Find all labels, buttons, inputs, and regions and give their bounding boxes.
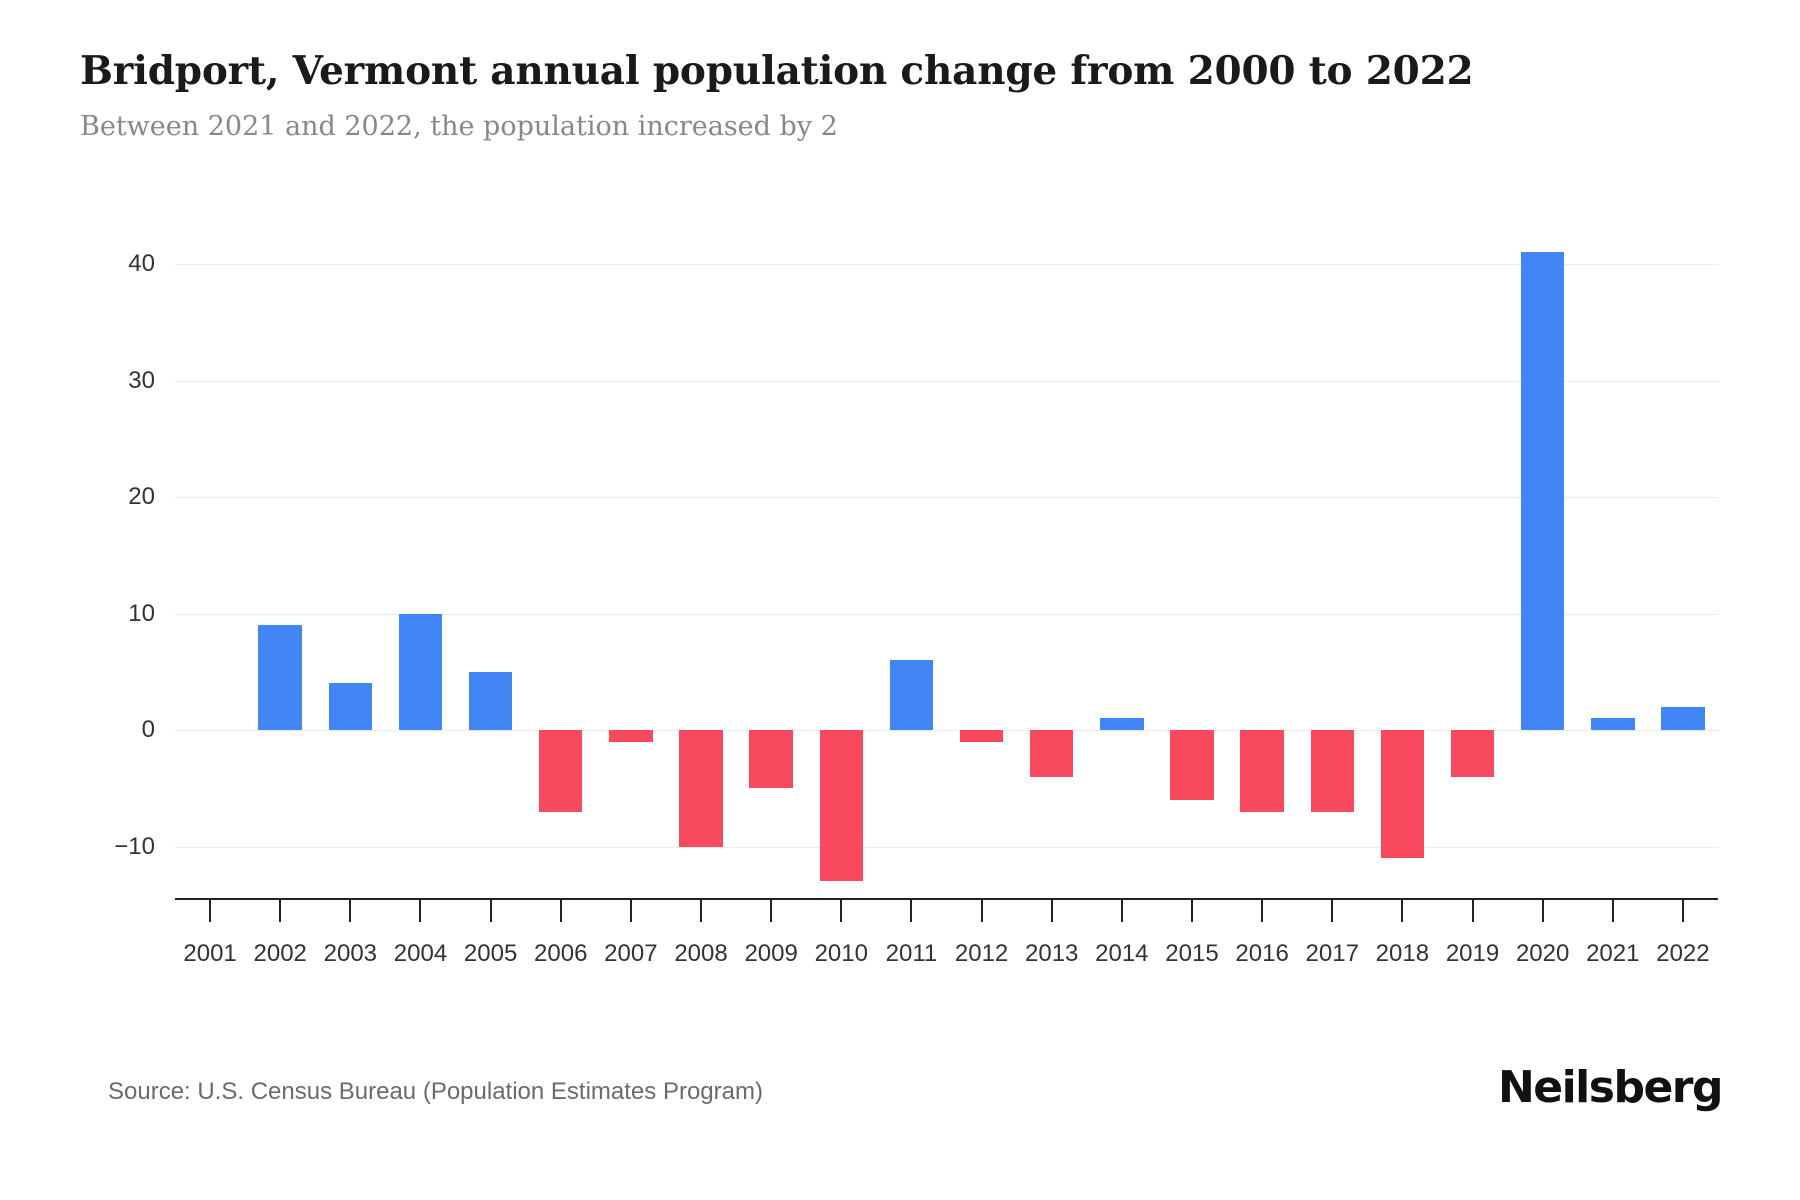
bar-2005[interactable] [468, 671, 513, 730]
x-axis-tick [770, 900, 773, 922]
bar-2009[interactable] [749, 730, 793, 789]
x-axis-tick-label: 2014 [1095, 940, 1149, 967]
bar-2021[interactable] [1591, 718, 1635, 730]
x-axis-tick [910, 900, 913, 922]
bar-2007[interactable] [609, 730, 653, 742]
x-axis-tick [419, 900, 422, 922]
page-title: Bridport, Vermont annual population chan… [80, 48, 1474, 94]
x-axis-tick [1120, 900, 1123, 922]
x-axis-tick [629, 900, 632, 922]
x-axis-tick [559, 900, 562, 922]
x-axis-tick [349, 900, 352, 922]
y-axis-tick-label: −10 [114, 832, 155, 860]
x-axis-tick [1471, 900, 1474, 922]
bar-2014[interactable] [1100, 718, 1144, 730]
x-axis-tick-label: 2022 [1656, 940, 1710, 967]
x-axis-tick-label: 2003 [323, 940, 378, 967]
bar-2012[interactable] [959, 730, 1004, 742]
x-axis-tick-label: 2001 [183, 940, 237, 967]
bar-2020[interactable] [1520, 252, 1565, 730]
y-axis-tick-label: 30 [128, 366, 155, 394]
x-axis-tick-label: 2019 [1445, 940, 1500, 967]
x-axis-tick-label: 2012 [954, 940, 1009, 967]
bar-2004[interactable] [398, 613, 443, 730]
bar-2015[interactable] [1170, 730, 1214, 800]
x-axis-tick [1401, 900, 1404, 922]
gridline [175, 497, 1718, 498]
bar-2022[interactable] [1661, 706, 1705, 730]
x-axis-tick-label: 2006 [534, 940, 588, 967]
x-axis-tick-label: 2017 [1305, 940, 1359, 967]
bar-2011[interactable] [889, 660, 934, 730]
gridline [175, 613, 1718, 615]
x-axis-tick-label: 2008 [674, 940, 728, 967]
x-axis-tick [1681, 900, 1684, 922]
y-axis-tick-label: 10 [128, 599, 155, 627]
x-axis-tick [279, 900, 282, 922]
x-axis-tick-label: 2007 [604, 940, 658, 967]
x-axis-tick-label: 2020 [1515, 940, 1570, 967]
x-axis-tick [489, 900, 492, 922]
bar-2017[interactable] [1310, 730, 1354, 812]
chart-header: Bridport, Vermont annual population chan… [80, 50, 1720, 142]
x-axis-tick [700, 900, 703, 922]
x-axis-tick-label: 2016 [1235, 940, 1289, 967]
source-note: Source: U.S. Census Bureau (Population E… [108, 1078, 763, 1105]
x-axis-tick-label: 2021 [1586, 940, 1640, 967]
x-axis-tick [1190, 900, 1193, 922]
bar-2019[interactable] [1450, 730, 1495, 777]
x-axis-tick [1050, 900, 1053, 922]
gridline [175, 264, 1718, 265]
x-axis-tick-label: 2009 [744, 940, 798, 967]
x-axis-tick-label: 2002 [253, 940, 307, 967]
x-axis-tick [1541, 900, 1544, 922]
x-axis-tick-label: 2004 [393, 940, 448, 967]
y-axis-tick-label: 40 [128, 250, 155, 277]
x-axis-tick [980, 900, 983, 922]
bar-2003[interactable] [328, 683, 373, 730]
x-axis-tick-label: 2018 [1375, 940, 1430, 967]
gridline [175, 846, 1718, 848]
gridline [175, 380, 1718, 382]
brand-logo: Neilsberg [1497, 1062, 1724, 1113]
gridline [175, 730, 1718, 731]
x-axis-tick-label: 2005 [463, 940, 518, 967]
x-axis-tick [1261, 900, 1264, 922]
bar-2010[interactable] [819, 730, 864, 882]
x-axis-tick [1331, 900, 1334, 922]
x-axis-tick-label: 2011 [885, 940, 938, 967]
bar-2006[interactable] [539, 730, 583, 812]
chart-subtitle: Between 2021 and 2022, the population in… [80, 110, 838, 142]
bar-2018[interactable] [1380, 730, 1425, 859]
x-axis-tick-label: 2013 [1025, 940, 1079, 967]
x-axis-tick [209, 900, 212, 922]
bar-2016[interactable] [1240, 730, 1284, 812]
bar-2013[interactable] [1029, 730, 1074, 777]
x-axis-line [175, 898, 1718, 900]
bar-2002[interactable] [258, 625, 302, 730]
bar-2008[interactable] [679, 730, 723, 847]
x-axis-tick [1611, 900, 1614, 922]
x-axis-tick [840, 900, 843, 922]
y-axis-tick-label: 0 [141, 716, 155, 743]
x-axis-tick-label: 2015 [1165, 940, 1219, 967]
x-axis-tick-label: 2010 [814, 940, 868, 967]
y-axis-tick-label: 20 [128, 483, 155, 510]
